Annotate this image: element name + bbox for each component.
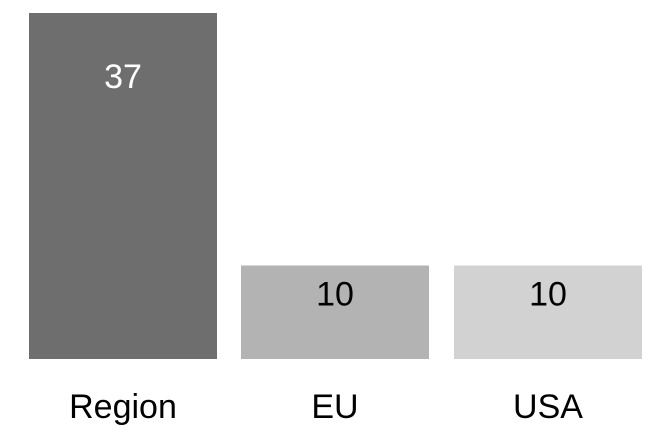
bar-region bbox=[29, 13, 217, 359]
bars-group bbox=[29, 13, 642, 359]
category-label-usa: USA bbox=[513, 388, 583, 426]
value-label-usa: 10 bbox=[529, 275, 567, 313]
category-labels-group: Region EU USA bbox=[69, 388, 583, 426]
category-label-eu: EU bbox=[311, 388, 358, 426]
value-labels-group: 37 10 10 bbox=[104, 58, 567, 313]
category-label-region: Region bbox=[69, 388, 177, 426]
value-label-eu: 10 bbox=[316, 275, 354, 313]
bar-eu bbox=[241, 265, 429, 359]
bar-usa bbox=[454, 265, 642, 359]
value-label-region: 37 bbox=[104, 58, 142, 96]
